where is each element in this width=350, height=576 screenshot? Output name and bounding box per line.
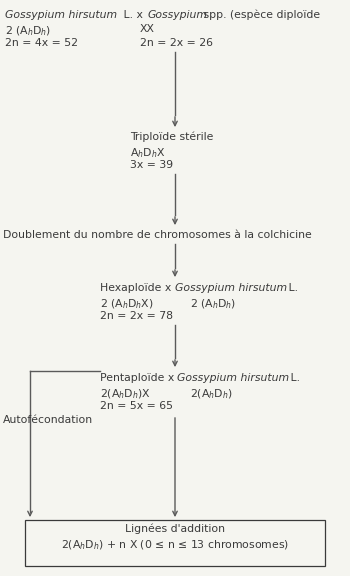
Text: Hexaploïde x: Hexaploïde x (100, 283, 175, 293)
Text: Lignées d'addition: Lignées d'addition (125, 524, 225, 535)
Text: 2n = 5x = 65: 2n = 5x = 65 (100, 401, 173, 411)
Text: Gossypium: Gossypium (148, 10, 208, 20)
Text: 2(A$_h$D$_h$)X: 2(A$_h$D$_h$)X (100, 387, 150, 400)
Text: 2n = 2x = 26: 2n = 2x = 26 (140, 38, 213, 48)
Text: Autofécondation: Autofécondation (3, 415, 93, 425)
Text: Doublement du nombre de chromosomes à la colchicine: Doublement du nombre de chromosomes à la… (3, 230, 312, 240)
Text: Pentaploïde x: Pentaploïde x (100, 373, 178, 383)
Text: 2n = 4x = 52: 2n = 4x = 52 (5, 38, 78, 48)
Text: L.: L. (287, 373, 300, 383)
FancyBboxPatch shape (25, 520, 325, 566)
Text: Triploïde stérile: Triploïde stérile (130, 132, 214, 142)
Text: XX: XX (140, 24, 155, 34)
Text: spp. (espèce diploïde: spp. (espèce diploïde (200, 10, 320, 21)
Text: A$_h$D$_h$X: A$_h$D$_h$X (130, 146, 166, 160)
Text: L. x: L. x (120, 10, 146, 20)
Text: L.: L. (285, 283, 298, 293)
Text: Gossypium hirsutum: Gossypium hirsutum (175, 283, 287, 293)
Text: Gossypium hirsutum: Gossypium hirsutum (5, 10, 117, 20)
Text: 2(A$_h$D$_h$) + n X (0 ≤ n ≤ 13 chromosomes): 2(A$_h$D$_h$) + n X (0 ≤ n ≤ 13 chromoso… (61, 538, 289, 552)
Text: 2n = 2x = 78: 2n = 2x = 78 (100, 311, 173, 321)
Text: 2 (A$_h$D$_h$): 2 (A$_h$D$_h$) (5, 24, 51, 37)
Text: Gossypium hirsutum: Gossypium hirsutum (177, 373, 289, 383)
Text: 2(A$_h$D$_h$): 2(A$_h$D$_h$) (190, 387, 233, 400)
Text: 3x = 39: 3x = 39 (130, 160, 173, 170)
Text: 2 (A$_h$D$_h$X): 2 (A$_h$D$_h$X) (100, 297, 154, 310)
Text: 2 (A$_h$D$_h$): 2 (A$_h$D$_h$) (190, 297, 236, 310)
